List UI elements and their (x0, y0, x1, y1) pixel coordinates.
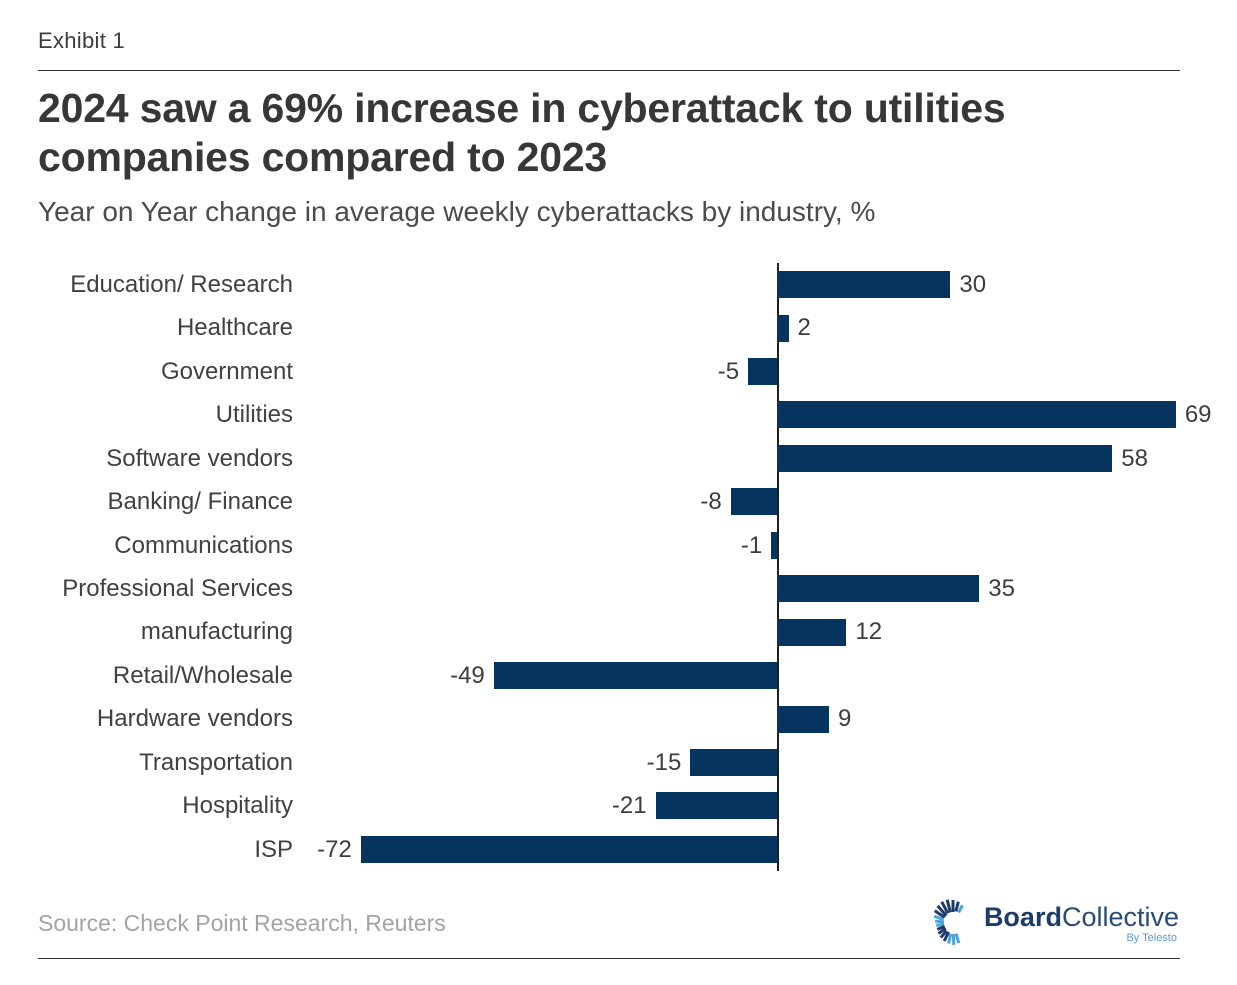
value-label: 58 (1121, 444, 1148, 472)
category-label: Healthcare (176, 314, 293, 342)
chart-row: Hardware vendors 9 (38, 697, 1237, 740)
bar (777, 401, 1176, 429)
logo-wordmark: BoardCollective (984, 903, 1179, 931)
category-label: Professional Services (62, 575, 293, 602)
chart-row: Government -5 (38, 350, 1237, 393)
value-label: 12 (855, 618, 883, 646)
category-label: Government (160, 357, 293, 385)
chart-title-line-2: companies compared to 2023 (38, 134, 608, 180)
boardcollective-logo: BoardCollective By Telesto (928, 897, 1179, 949)
bar (748, 358, 777, 386)
chart-row: ISP -72 (38, 828, 1237, 871)
category-label: Hardware vendors (96, 705, 293, 733)
value-label: 9 (838, 705, 852, 733)
chart-subtitle: Year on Year change in average weekly cy… (38, 196, 876, 227)
chart-row: Professional Services 35 (38, 567, 1237, 610)
logo-collective: Collective (1061, 901, 1179, 932)
bar (730, 488, 777, 516)
chart-row: Hospitality -21 (38, 784, 1237, 827)
value-label: -49 (450, 661, 485, 689)
bar (777, 618, 847, 646)
chart-row: Utilities 69 (38, 393, 1237, 436)
value-label: -72 (317, 835, 352, 863)
category-label: Utilities (215, 401, 293, 429)
bar (690, 748, 777, 776)
value-label: 35 (988, 575, 1015, 602)
boardcollective-burst-icon (933, 899, 964, 946)
bar (777, 705, 830, 733)
logo-board: Board (983, 901, 1062, 932)
category-label: Education/ Research (70, 271, 293, 298)
chart-row: Education/ Research 30 (38, 263, 1237, 306)
category-label: ISP (254, 835, 293, 863)
chart-row: Banking/ Finance -8 (38, 480, 1237, 523)
bar (777, 271, 951, 299)
value-label: -5 (717, 357, 740, 385)
value-label: -21 (611, 792, 647, 820)
category-label: Communications (114, 531, 293, 559)
chart-title-line-1: 2024 saw a 69% increase in cyberattack t… (38, 85, 1006, 131)
category-label: Retail/Wholesale (112, 661, 293, 689)
chart-row: Retail/Wholesale -49 (38, 654, 1237, 697)
bar (771, 531, 777, 559)
chart-row: Communications -1 (38, 524, 1237, 567)
bar-chart: Education/ Research 30 Healthcare 2 Governme… (38, 263, 1237, 871)
chart-row: manufacturing 12 (38, 610, 1237, 653)
value-label: -15 (646, 748, 682, 776)
bar (777, 314, 789, 342)
value-label: 2 (797, 314, 811, 342)
source-note: Source: Check Point Research, Reuters (38, 910, 446, 936)
zero-axis-line (777, 263, 779, 871)
bar (360, 835, 777, 863)
value-label: 30 (959, 271, 987, 298)
chart-row: Transportation -15 (38, 741, 1237, 784)
category-label: Transportation (139, 748, 293, 776)
chart-row: Healthcare 2 (38, 306, 1237, 349)
bar (777, 575, 980, 603)
header-rule (38, 70, 1180, 71)
exhibit-label: Exhibit 1 (38, 28, 126, 53)
chart-row: Software vendors 58 (38, 437, 1237, 480)
value-label: -1 (740, 531, 763, 559)
bar (777, 444, 1113, 472)
chart-title: 2024 saw a 69% increase in cyberattack t… (38, 84, 1188, 182)
category-label: Banking/ Finance (107, 488, 293, 516)
value-label: 69 (1184, 401, 1212, 429)
footer-rule (38, 958, 1180, 959)
logo-text: BoardCollective By Telesto (984, 903, 1179, 944)
category-label: Hospitality (182, 792, 293, 820)
bar (493, 662, 777, 690)
category-label: manufacturing (140, 618, 293, 646)
value-label: -8 (700, 488, 722, 516)
category-label: Software vendors (106, 444, 293, 472)
bar (655, 792, 777, 820)
logo-tagline: By Telesto (1126, 931, 1177, 944)
